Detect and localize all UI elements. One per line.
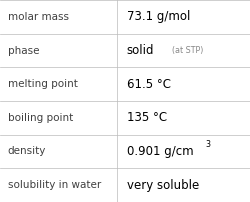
Text: 73.1 g/mol: 73.1 g/mol (126, 10, 189, 23)
Text: very soluble: very soluble (126, 179, 198, 192)
Text: melting point: melting point (8, 79, 77, 89)
Text: 3: 3 (205, 140, 210, 149)
Text: phase: phase (8, 45, 39, 56)
Text: 61.5 °C: 61.5 °C (126, 78, 170, 91)
Text: molar mass: molar mass (8, 12, 68, 22)
Text: solid: solid (126, 44, 154, 57)
Text: boiling point: boiling point (8, 113, 72, 123)
Text: solubility in water: solubility in water (8, 180, 100, 190)
Text: 0.901 g/cm: 0.901 g/cm (126, 145, 192, 158)
Text: density: density (8, 146, 46, 157)
Text: 135 °C: 135 °C (126, 111, 166, 124)
Text: (at STP): (at STP) (171, 46, 202, 55)
